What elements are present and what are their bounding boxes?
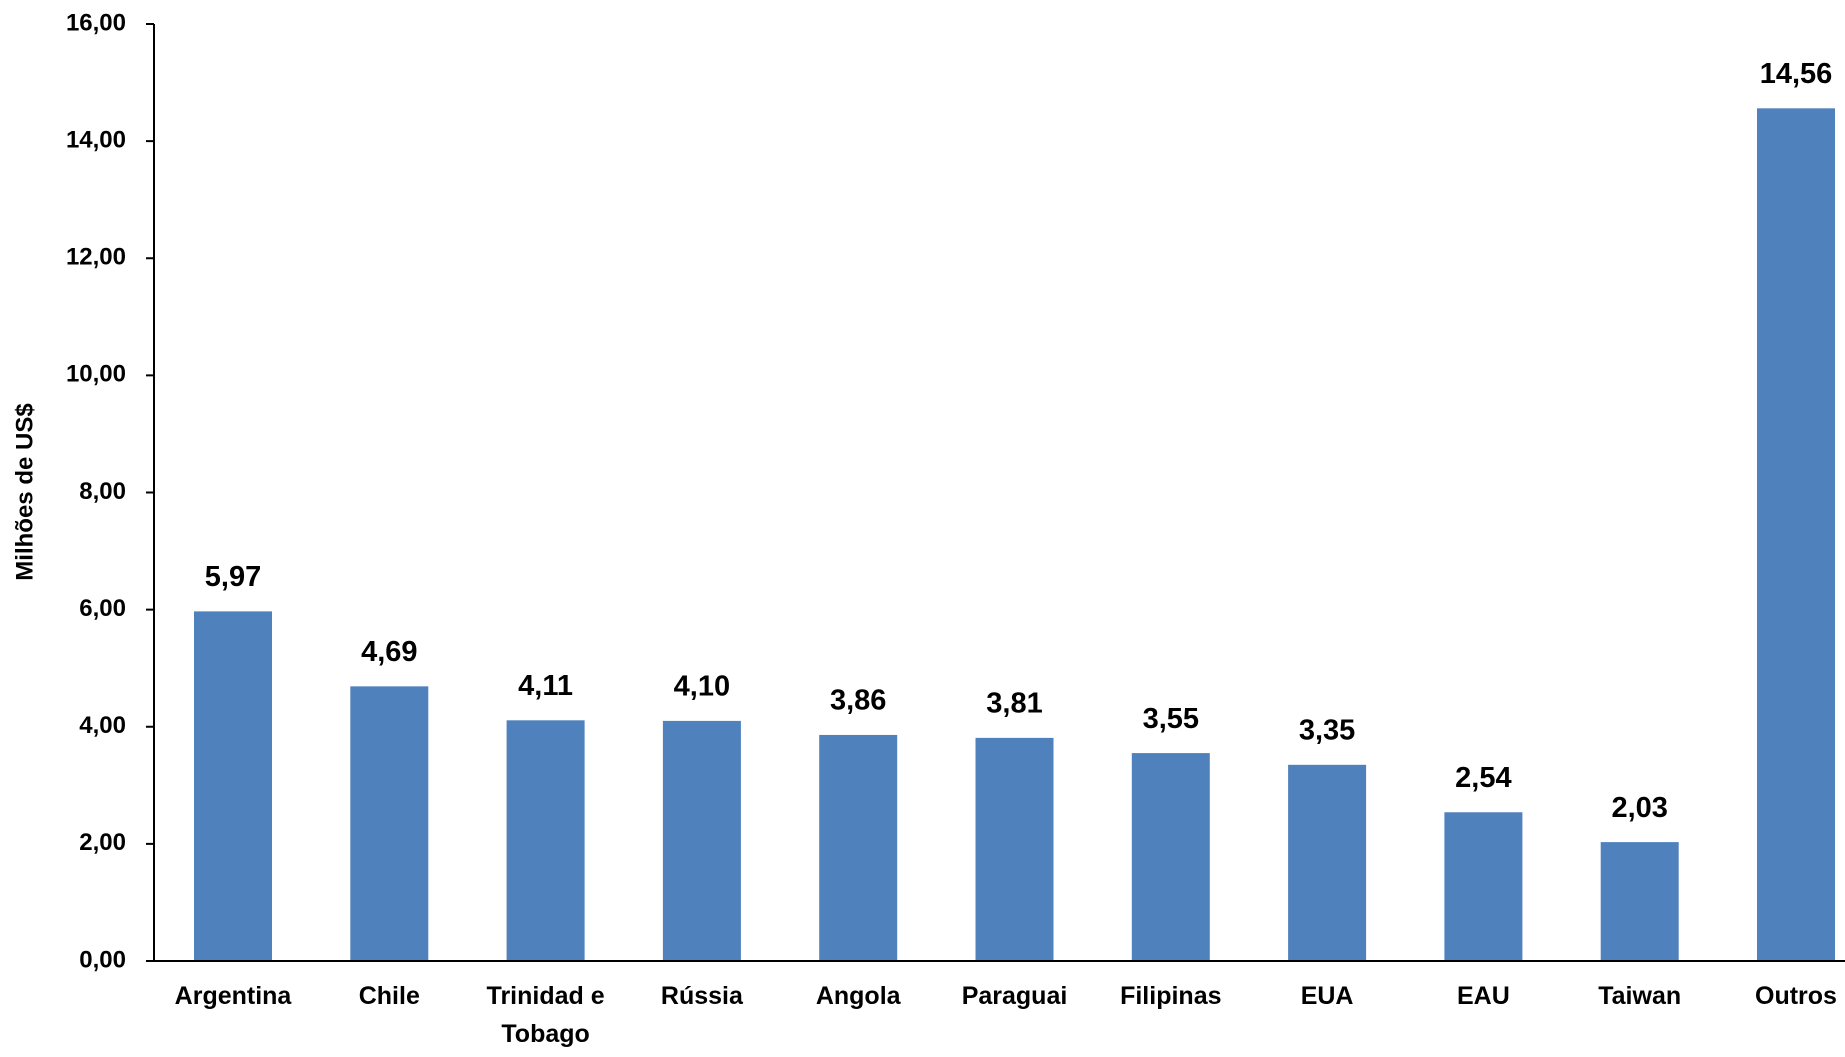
y-tick-label: 6,00: [79, 595, 126, 622]
y-tick-label: 2,00: [79, 829, 126, 856]
x-tick-label: Filipinas: [1096, 977, 1246, 1015]
value-label: 4,11: [518, 670, 573, 702]
bar: [1288, 765, 1366, 961]
value-label: 2,03: [1611, 792, 1667, 824]
bar: [1132, 753, 1210, 961]
bar: [507, 720, 585, 961]
bar: [663, 721, 741, 961]
x-tick-label: EAU: [1408, 977, 1558, 1015]
y-tick-label: 0,00: [79, 946, 126, 973]
y-axis-title: Milhões de US$: [11, 403, 38, 581]
x-tick-label: Rússia: [627, 977, 777, 1015]
value-label: 3,81: [986, 688, 1042, 720]
y-tick-label: 10,00: [66, 361, 126, 388]
x-tick-label: Trinidad e Tobago: [471, 977, 621, 1053]
value-label: 4,69: [361, 636, 417, 668]
bar: [1601, 842, 1679, 961]
x-tick-label: Angola: [783, 977, 933, 1015]
value-label: 14,56: [1760, 58, 1833, 90]
value-label: 3,35: [1299, 714, 1355, 746]
x-tick-label: Outros: [1721, 977, 1845, 1015]
value-label: 2,54: [1455, 762, 1511, 794]
chart: Milhões de US$ 0,00 2,00 4,00 6,00 8,00 10,00…: [0, 0, 1845, 1057]
bar: [1757, 108, 1835, 961]
x-tick-label: Paraguai: [940, 977, 1090, 1015]
bar: [350, 686, 428, 961]
value-label: 3,55: [1143, 703, 1199, 735]
value-label: 5,97: [205, 561, 261, 593]
bar: [819, 735, 897, 961]
y-tick-label: 8,00: [79, 478, 126, 505]
x-tick-label: Taiwan: [1565, 977, 1715, 1015]
y-tick-label: 16,00: [66, 9, 126, 36]
value-label: 4,10: [674, 671, 730, 703]
y-tick-label: 12,00: [66, 244, 126, 271]
bar: [1444, 812, 1522, 961]
bar: [194, 611, 272, 961]
page: Milhões de US$ 0,00 2,00 4,00 6,00 8,00 10,00…: [0, 0, 1845, 1057]
y-tick-label: 14,00: [66, 126, 126, 153]
y-tick-label: 4,00: [79, 712, 126, 739]
value-label: 3,86: [830, 685, 886, 717]
bar: [976, 738, 1054, 961]
x-tick-label: EUA: [1252, 977, 1402, 1015]
x-tick-label: Argentina: [158, 977, 308, 1015]
x-tick-label: Chile: [314, 977, 464, 1015]
